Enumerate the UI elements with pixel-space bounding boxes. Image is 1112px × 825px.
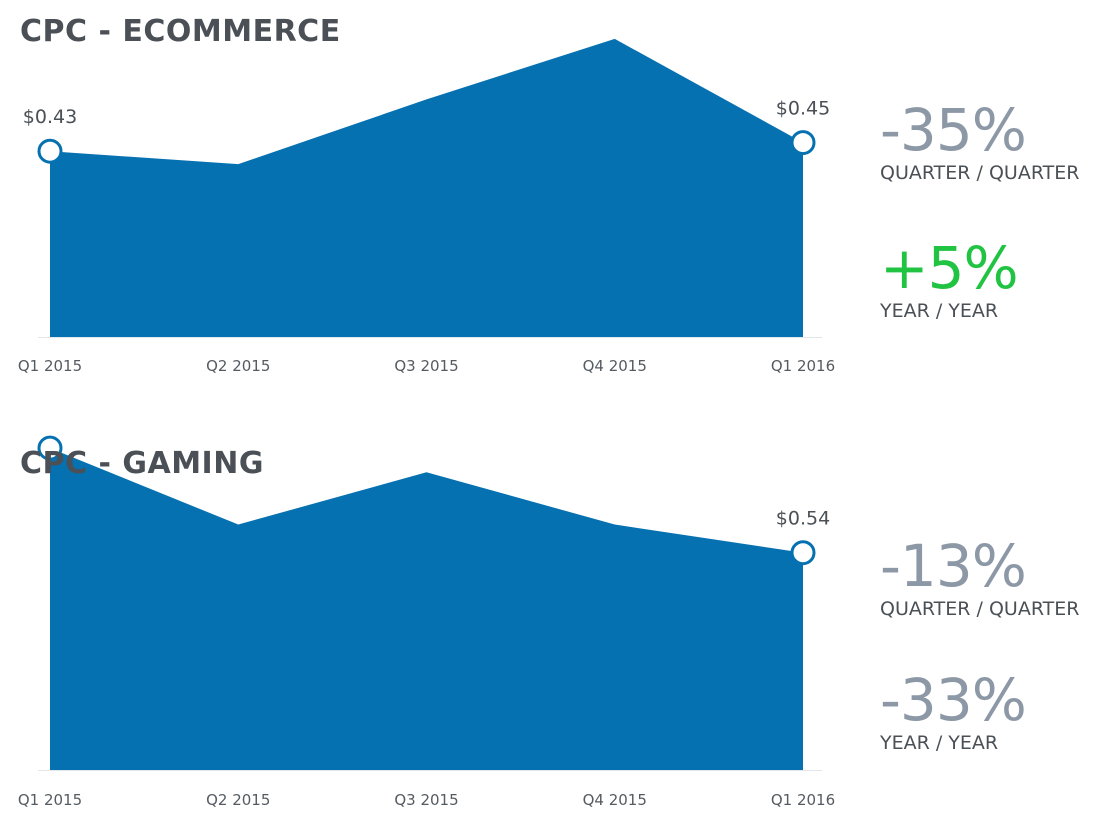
x-tick-label: Q3 2015 bbox=[394, 791, 458, 809]
stat-value: -35% bbox=[880, 96, 1027, 164]
area-series bbox=[50, 38, 803, 338]
x-tick-label: Q2 2015 bbox=[206, 791, 270, 809]
x-tick-label: Q1 2016 bbox=[771, 791, 835, 809]
x-tick-label: Q4 2015 bbox=[583, 357, 647, 375]
stat-value: +5% bbox=[880, 234, 1019, 302]
end-value-label: $0.45 bbox=[776, 98, 830, 120]
stat-quarter-over-quarter: -35% QUARTER / QUARTER bbox=[880, 100, 1079, 184]
stat-year-over-year: -33% YEAR / YEAR bbox=[880, 666, 1027, 754]
stat-quarter-over-quarter: -13% QUARTER / QUARTER bbox=[880, 536, 1079, 620]
x-tick-label: Q4 2015 bbox=[583, 791, 647, 809]
x-tick-label: Q1 2016 bbox=[771, 357, 835, 375]
x-tick-label: Q1 2015 bbox=[18, 357, 82, 375]
area-series bbox=[50, 448, 803, 770]
stat-label: QUARTER / QUARTER bbox=[880, 598, 1080, 620]
chart-title: CPC - GAMING bbox=[20, 446, 264, 481]
end-point-marker bbox=[790, 540, 816, 566]
area-chart-ecommerce: Q1 2015 Q2 2015 Q3 2015 Q4 2015 Q1 2016 $0.43… bbox=[18, 38, 835, 375]
end-point-marker bbox=[790, 130, 816, 156]
stat-value: -33% bbox=[880, 666, 1027, 734]
stat-year-over-year: +5% YEAR / YEAR bbox=[880, 234, 1019, 322]
chart-title: CPC - ECOMMERCE bbox=[20, 14, 341, 49]
x-tick-label: Q1 2015 bbox=[18, 791, 82, 809]
end-value-label: $0.54 bbox=[776, 508, 830, 530]
x-tick-label: Q2 2015 bbox=[206, 357, 270, 375]
stat-label: QUARTER / QUARTER bbox=[880, 162, 1080, 184]
start-value-label: $0.43 bbox=[23, 106, 77, 128]
stat-label: YEAR / YEAR bbox=[880, 300, 999, 322]
start-point-marker bbox=[37, 435, 63, 461]
stat-label: YEAR / YEAR bbox=[880, 732, 999, 754]
x-tick-label: Q3 2015 bbox=[394, 357, 458, 375]
start-point-marker bbox=[37, 138, 63, 164]
chart-panel-ecommerce: Q1 2015 Q2 2015 Q3 2015 Q4 2015 Q1 2016 $0.43… bbox=[0, 0, 1112, 412]
stat-value: -13% bbox=[880, 532, 1027, 600]
